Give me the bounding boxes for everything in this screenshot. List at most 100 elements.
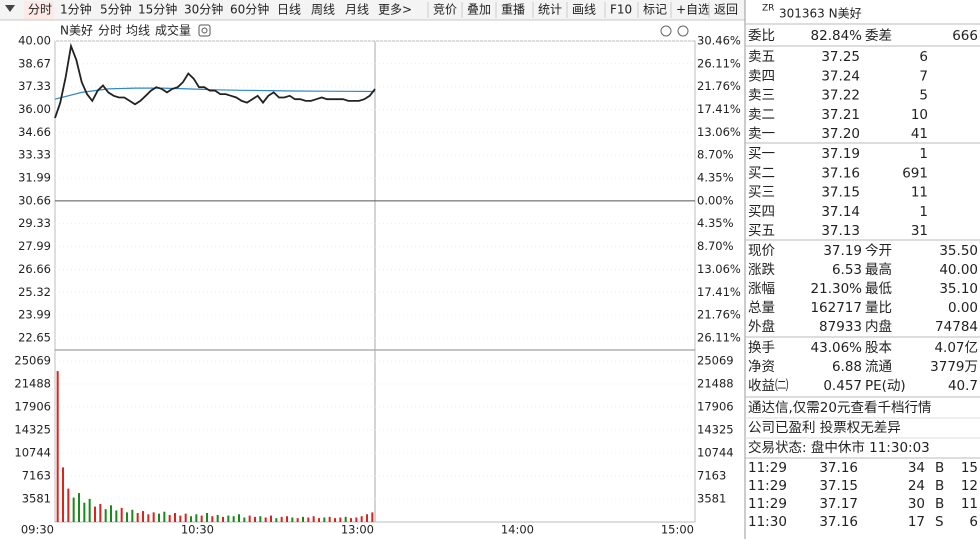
stock-title: 301363 N美好 [779,7,862,21]
toolbar-button[interactable]: 返回 [714,3,738,17]
zoom-in[interactable] [677,25,689,37]
camera-lens [201,27,208,34]
volume-bar [211,516,214,522]
toolbar-button[interactable]: +自选 [676,3,710,17]
value: 6.53 [832,262,862,278]
pct-tick-label: 4.35% [697,216,734,230]
book-volume: 41 [911,126,928,142]
chart-tab[interactable]: 分时 [98,24,122,38]
value: 21.30% [811,281,863,297]
toolbar-tab[interactable]: 30分钟 [184,2,223,17]
toolbar-tab[interactable]: 更多> [378,3,412,17]
label: 最高 [865,261,892,278]
badge: ZR [762,4,774,14]
value: 43.06% [811,340,863,356]
value: 82.84% [811,28,863,44]
toolbar-tab[interactable]: 日线 [277,3,301,17]
book-price: 37.14 [821,204,860,220]
volume-bar [350,518,352,522]
book-price: 37.22 [821,88,860,104]
zoom-out[interactable] [660,25,672,37]
label: 今开 [865,243,892,259]
y-tick-label: 30.66 [18,193,51,207]
tick-side: S [935,514,944,530]
toolbar-tab[interactable]: 1分钟 [60,2,92,17]
toolbar-tab[interactable]: 60分钟 [230,2,269,17]
volume-bar [344,516,347,522]
vol-tick-label: 10744 [14,445,51,459]
y-tick-label: 25.32 [18,285,51,299]
toolbar-button[interactable]: 画线 [572,3,596,17]
volume-bar [78,493,80,522]
toolbar-tab[interactable]: 月线 [345,3,369,17]
vol-tick-label-right: 17906 [697,400,734,414]
volume-bar [366,514,368,522]
y-tick-label: 23.99 [18,308,51,322]
volume-bar [254,516,256,522]
value: 35.50 [939,243,978,259]
volume-bar [264,517,267,522]
toolbar-tab[interactable]: 周线 [311,3,335,17]
menu-icon[interactable] [5,5,15,12]
vol-tick-label-right: 10744 [697,445,734,459]
tick-volume: 17 [908,514,925,530]
vol-tick-label: 14325 [14,423,51,437]
y-tick-label: 29.33 [18,216,51,230]
book-volume: 7 [919,68,928,84]
volume-bar [168,514,171,522]
volume-bar [270,515,272,522]
volume-bar [126,512,128,522]
time-label: 13:00 [341,523,374,537]
volume-bar [104,509,107,522]
label: 净资 [748,359,775,375]
volume-bar [206,513,208,522]
volume-bar [152,512,155,522]
tick-price: 37.15 [819,478,858,494]
value: 6.88 [832,359,862,375]
value: 0.457 [823,378,862,394]
book-volume: 31 [911,223,928,239]
volume-bar [248,515,251,522]
value: 74784 [935,319,978,335]
volume-bar [227,515,230,522]
toolbar-tab[interactable]: 分时 [28,3,52,17]
book-price: 37.25 [821,49,860,65]
tick-count: 11 [961,496,978,512]
book-volume: 1 [919,146,928,162]
pct-tick-label: 21.76% [697,308,741,322]
toolbar-button[interactable]: 重播 [501,3,525,17]
volume-bar [339,517,342,522]
label: 委差 [865,28,892,44]
volume-bar [131,509,134,522]
label: 量比 [865,300,892,316]
label: PE(动) [865,378,906,394]
toolbar-button[interactable]: 统计 [538,3,562,17]
value: 3779万 [930,359,978,375]
volume-bar [296,518,299,522]
pct-tick-label: 13.06% [697,262,741,276]
toolbar-tab[interactable]: 5分钟 [100,2,132,17]
pct-tick-label: 8.70% [697,239,734,253]
toolbar-tab[interactable]: 15分钟 [138,2,177,17]
camera-icon[interactable] [198,24,211,37]
volume-bar [286,516,288,522]
note[interactable]: 通达信,仅需20元查看千档行情 [748,400,931,416]
volume-bar [142,511,144,522]
volume-bar [318,518,320,522]
tick-time: 11:29 [748,478,787,494]
toolbar-button[interactable]: 叠加 [467,3,491,17]
toolbar-button[interactable]: 竞价 [433,3,457,17]
book-volume: 5 [919,88,928,104]
volume-bar [302,516,304,522]
volume-bar [120,507,123,522]
chart-tab[interactable]: 均线 [126,24,150,38]
tick-volume: 24 [908,478,925,494]
label: 收益㈡ [748,378,789,394]
note: 交易状态: 盘中休市 11:30:03 [748,439,930,456]
toolbar-button[interactable]: 标记 [643,3,667,17]
toolbar-button[interactable]: F10 [610,3,632,17]
chart-tab[interactable]: 成交量 [155,23,191,38]
tick-side: B [935,460,944,476]
book-price: 37.20 [821,126,860,142]
volume-bar [216,514,219,522]
